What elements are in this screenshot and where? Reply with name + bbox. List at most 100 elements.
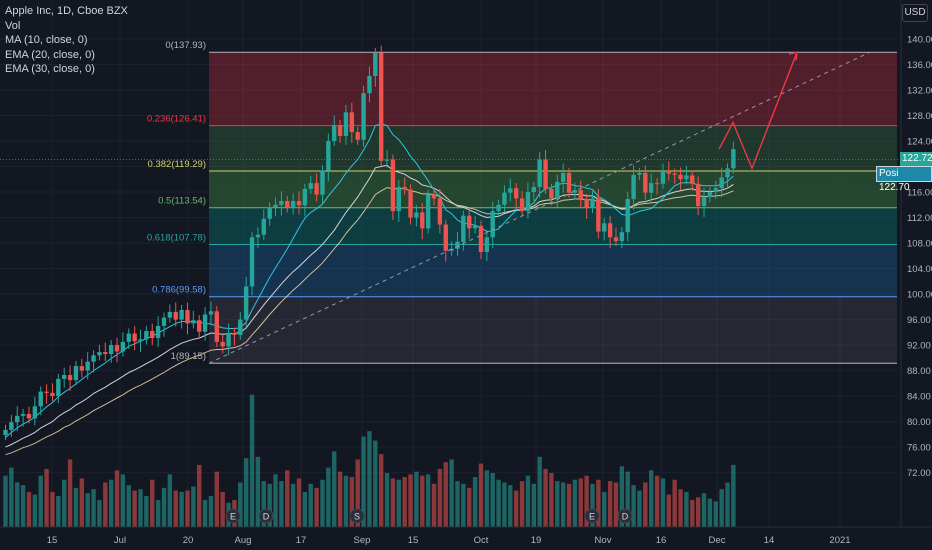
candle-body [443,224,448,251]
candle-body [62,375,67,379]
volume-bar [314,487,319,527]
price-tick-label: 124.00 [907,137,932,148]
volume-bar [285,470,290,527]
volume-bar [731,464,736,527]
volume-indicator-label[interactable]: Vol [5,19,21,32]
time-tick-label: 2021 [829,535,850,546]
candle-body [326,141,331,171]
volume-bar [725,482,730,527]
volume-bar [543,468,548,527]
volume-bar [261,481,266,527]
candle-body [455,241,460,249]
candle-body [660,170,666,184]
candle-body [478,225,484,252]
candle-body [467,215,472,229]
currency-selector[interactable]: USD [902,4,928,22]
candle-body [214,311,220,342]
volume-bar [296,478,302,527]
position-label: Posi [879,168,899,179]
candle-body [390,159,396,212]
volume-bar [443,462,448,527]
volume-bar [108,479,114,527]
candle-body [549,188,554,199]
volume-bar [50,491,55,527]
candle-body [3,429,8,435]
ma10-line [5,123,734,438]
candle-body [625,199,630,233]
volume-bar [408,474,413,527]
candle-body [185,310,190,324]
volume-bar [73,487,79,527]
volume-bar [114,470,120,527]
price-tick-label: 88.00 [907,366,931,377]
volume-bar [38,475,43,527]
event-marker [258,508,274,524]
volume-bar [138,489,143,527]
volume-bar [660,478,666,527]
volume-bar [478,463,484,527]
candle-body [713,188,718,193]
candle-body [126,333,131,342]
volume-bar [695,497,701,527]
candle-body [384,159,390,161]
candle-body [38,391,43,407]
candle-body [607,223,613,238]
volume-bar [79,478,85,527]
fibonacci-retracement[interactable]: 0(137.93) 0.236(126.41) 0.382(119.29) 0.5(1… [147,40,897,364]
volume-bar [467,487,472,527]
candle-body [197,320,202,332]
candle-body [543,159,548,189]
candle-body [408,189,413,218]
volume-bar [602,491,607,527]
candle-body [103,352,108,354]
time-axis[interactable]: 15 Jul 20 Aug 17 Sep 15 Oct 19 Nov 16 Dec 14 2021 [0,526,932,546]
candle-body [155,325,161,339]
candle-body [320,170,325,195]
volume-bar [390,478,396,527]
volume-bar [508,485,513,527]
candle-body [725,168,730,178]
candle-body [67,375,73,381]
volume-bar [625,471,630,527]
price-tick-label: 84.00 [907,392,931,403]
volume-bar [384,473,390,527]
ema30-indicator-label[interactable]: EMA (30, close, 0) [5,63,95,75]
fib-level-label: 0(137.93) [165,40,206,51]
candle-body [490,211,495,238]
candle-body [654,183,660,185]
volume-bar [525,475,531,527]
drawings[interactable] [208,51,871,364]
candle-body [555,181,560,199]
volume-bar [654,475,660,527]
symbol-title[interactable]: Apple Inc, 1D, Cboe BZX [5,5,128,17]
fib-level-label: 0.786(99.58) [152,285,206,296]
ma-indicator-label[interactable]: MA (10, close, 0) [5,34,88,46]
candle-body [396,186,401,212]
volume-bar [678,489,683,527]
candle-body [373,53,378,76]
volume-bar [590,483,595,527]
price-axis[interactable]: 72.00 76.00 80.00 84.00 88.00 92.00 96.00 100.0… [900,0,932,527]
volume-bar [161,487,167,527]
ema20-indicator-label[interactable]: EMA (20, close, 0) [5,48,95,61]
volume-bar [566,483,572,527]
volume-bar [56,495,61,527]
candle-body [220,341,225,347]
time-tick-label: Dec [709,535,726,546]
candle-body [97,352,102,356]
volume-bar [719,489,724,527]
candle-body [690,175,695,184]
volume-bar [584,475,589,527]
volume-bar [15,482,20,527]
volume-bar [619,466,625,527]
candle-body [602,223,607,232]
candle-body [731,149,736,169]
chart-legend: Apple Inc, 1D, Cboe BZX Vol MA (10, clos… [5,4,128,77]
candle-body [502,192,507,205]
volume-bar [67,459,73,527]
position-tag[interactable]: Posi 122.70 [876,166,932,193]
volume-bar [367,431,372,527]
candle-body [513,188,519,199]
